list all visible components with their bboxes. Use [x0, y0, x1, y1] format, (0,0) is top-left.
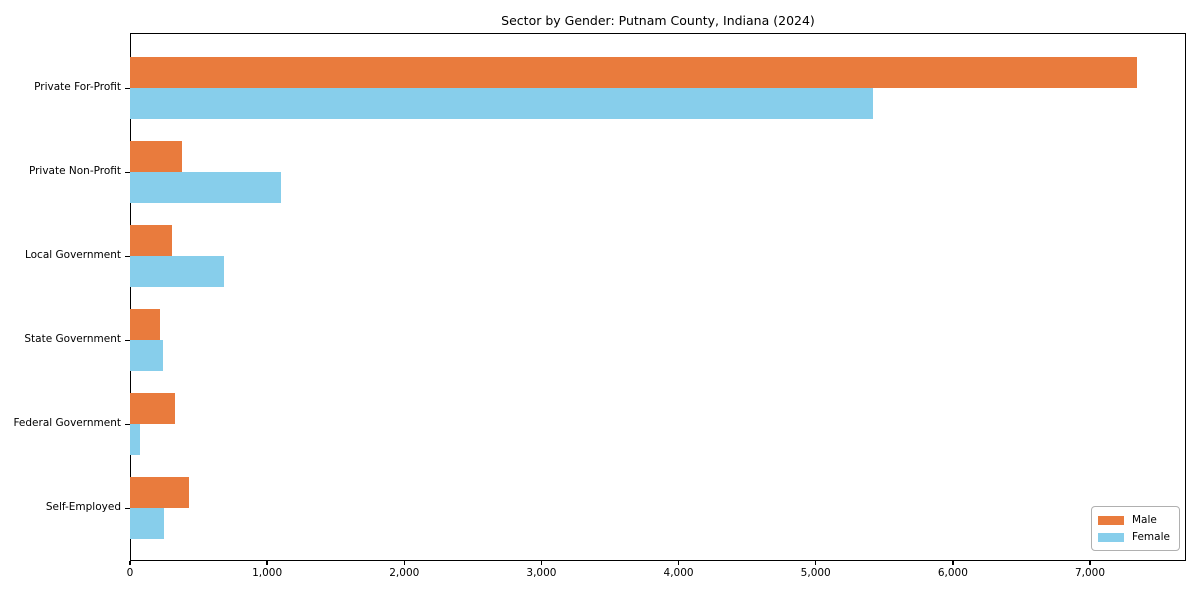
ytick-mark — [125, 255, 130, 257]
xtick-label-7-000: 7,000 — [1074, 567, 1106, 579]
ytick-mark — [125, 87, 130, 89]
ytick-label-private-for-profit: Private For-Profit — [34, 81, 121, 93]
bar-male-local-government — [130, 225, 172, 256]
xtick-label-6-000: 6,000 — [937, 567, 968, 579]
bar-male-federal-government — [130, 393, 176, 424]
xtick-mark — [403, 561, 406, 565]
bars-layer — [130, 33, 1186, 561]
legend-row-male: Male — [1098, 514, 1173, 526]
legend-label-female: Female — [1132, 531, 1170, 543]
bar-female-local-government — [130, 256, 224, 287]
xtick-mark — [129, 561, 131, 565]
bar-male-self-employed — [130, 477, 189, 508]
ytick-label-local-government: Local Government — [24, 249, 121, 261]
xtick-mark — [266, 561, 268, 565]
bar-female-self-employed — [130, 508, 164, 539]
chart-title: Sector by Gender: Putnam County, Indiana… — [501, 13, 815, 28]
xtick-mark — [1089, 561, 1091, 565]
bar-female-private-for-profit — [130, 88, 874, 119]
bar-female-federal-government — [130, 424, 141, 455]
bar-female-private-non-profit — [130, 172, 281, 203]
ytick-mark — [125, 171, 130, 173]
xtick-label-3-000: 3,000 — [526, 567, 557, 579]
xtick-label-1-000: 1,000 — [252, 567, 283, 579]
ytick-label-self-employed: Self-Employed — [45, 501, 121, 513]
bar-male-private-for-profit — [130, 57, 1137, 88]
legend-row-female: Female — [1098, 531, 1173, 543]
ytick-label-federal-government: Federal Government — [13, 417, 121, 429]
plot-area — [130, 33, 1186, 561]
legend-label-male: Male — [1132, 514, 1157, 526]
xtick-mark — [677, 561, 680, 565]
ytick-mark — [125, 507, 130, 509]
ytick-mark — [125, 339, 130, 341]
xtick-mark — [952, 561, 954, 565]
bar-female-state-government — [130, 340, 163, 371]
xtick-label-2-000: 2,000 — [389, 567, 420, 579]
bar-male-private-non-profit — [130, 141, 183, 172]
ytick-label-state-government: State Government — [24, 333, 121, 345]
legend-swatch-male — [1098, 515, 1124, 525]
xtick-mark — [814, 561, 817, 565]
legend-swatch-female — [1098, 532, 1124, 542]
ytick-label-private-non-profit: Private Non-Profit — [28, 165, 121, 177]
legend: Male Female — [1091, 506, 1180, 551]
xtick-label-0: 0 — [126, 567, 134, 579]
bar-male-state-government — [130, 309, 161, 340]
xtick-label-5-000: 5,000 — [800, 567, 831, 579]
ytick-mark — [125, 423, 130, 425]
xtick-mark — [540, 561, 543, 565]
xtick-label-4-000: 4,000 — [663, 567, 694, 579]
